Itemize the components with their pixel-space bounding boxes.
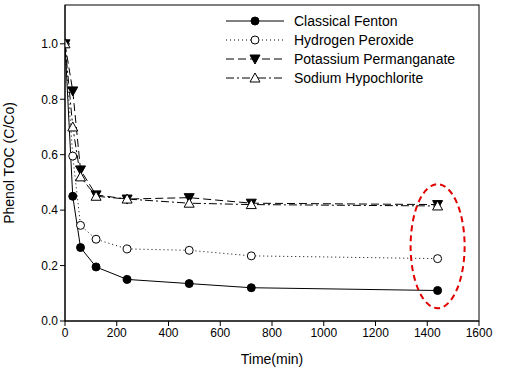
- svg-text:Time(min): Time(min): [241, 351, 303, 367]
- svg-text:0.4: 0.4: [41, 203, 58, 217]
- html-text:Classical Fenton: Classical Fenton: [294, 12, 398, 29]
- svg-text:0.0: 0.0: [41, 314, 58, 328]
- svg-text:200: 200: [107, 326, 127, 340]
- svg-text:1000: 1000: [310, 326, 337, 340]
- svg-text:Phenol TOC (C/Co): Phenol TOC (C/Co): [8, 102, 17, 224]
- svg-text:1400: 1400: [414, 326, 441, 340]
- svg-text:600: 600: [210, 326, 230, 340]
- svg-text:1.0: 1.0: [41, 37, 58, 51]
- html-text:Potassium Permanganate: Potassium Permanganate: [294, 50, 456, 67]
- svg-text:1200: 1200: [362, 326, 389, 340]
- svg-text:0.8: 0.8: [41, 93, 58, 107]
- svg-text:0.2: 0.2: [41, 259, 58, 273]
- svg-text:0.6: 0.6: [41, 148, 58, 162]
- svg-text:800: 800: [262, 326, 282, 340]
- svg-text:1600: 1600: [466, 326, 493, 340]
- html-text:Hydrogen Peroxide: Hydrogen Peroxide: [294, 31, 414, 48]
- svg-text:400: 400: [158, 326, 178, 340]
- svg-text:0: 0: [62, 326, 69, 340]
- html-text:Sodium Hypochlorite: Sodium Hypochlorite: [294, 69, 424, 86]
